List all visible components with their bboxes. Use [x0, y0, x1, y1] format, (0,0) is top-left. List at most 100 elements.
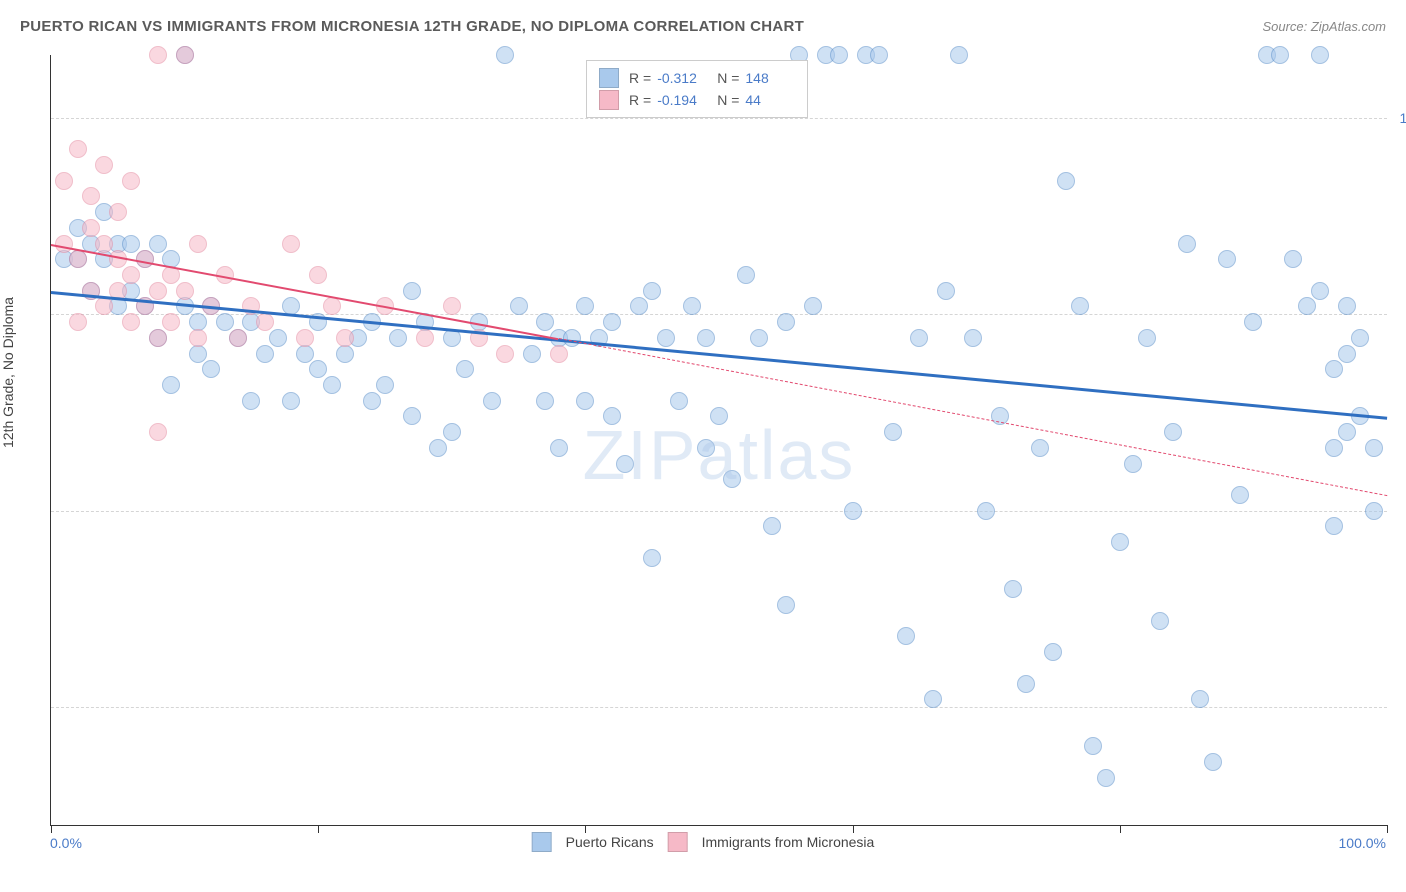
- data-point: [804, 297, 822, 315]
- data-point: [443, 423, 461, 441]
- data-point: [750, 329, 768, 347]
- n-label: N =: [717, 67, 739, 89]
- data-point: [830, 46, 848, 64]
- y-axis-label: 12th Grade, No Diploma: [0, 297, 16, 448]
- data-point: [1338, 345, 1356, 363]
- data-point: [1191, 690, 1209, 708]
- data-point: [844, 502, 862, 520]
- data-point: [710, 407, 728, 425]
- trend-line: [559, 338, 1388, 496]
- data-point: [1298, 297, 1316, 315]
- data-point: [884, 423, 902, 441]
- data-point: [1164, 423, 1182, 441]
- data-point: [683, 297, 701, 315]
- data-point: [1325, 360, 1343, 378]
- x-tick: [1387, 825, 1388, 833]
- data-point: [777, 596, 795, 614]
- data-point: [69, 313, 87, 331]
- data-point: [1311, 46, 1329, 64]
- data-point: [550, 345, 568, 363]
- data-point: [269, 329, 287, 347]
- data-point: [643, 282, 661, 300]
- data-point: [483, 392, 501, 410]
- r-label: R =: [629, 67, 651, 89]
- data-point: [242, 392, 260, 410]
- data-point: [82, 187, 100, 205]
- data-point: [1338, 423, 1356, 441]
- data-point: [630, 297, 648, 315]
- data-point: [256, 313, 274, 331]
- x-tick: [318, 825, 319, 833]
- n-value-2: 44: [745, 89, 795, 111]
- data-point: [1017, 675, 1035, 693]
- data-point: [603, 313, 621, 331]
- data-point: [403, 282, 421, 300]
- data-point: [1325, 439, 1343, 457]
- data-point: [109, 250, 127, 268]
- source-attribution: Source: ZipAtlas.com: [1262, 19, 1386, 34]
- x-axis-max-label: 100.0%: [1339, 835, 1386, 851]
- data-point: [1338, 297, 1356, 315]
- data-point: [122, 266, 140, 284]
- data-point: [924, 690, 942, 708]
- data-point: [229, 329, 247, 347]
- data-point: [1365, 439, 1383, 457]
- data-point: [323, 376, 341, 394]
- x-axis-min-label: 0.0%: [50, 835, 82, 851]
- data-point: [536, 313, 554, 331]
- data-point: [149, 282, 167, 300]
- data-point: [1031, 439, 1049, 457]
- data-point: [1178, 235, 1196, 253]
- series-legend: Puerto Ricans Immigrants from Micronesia: [532, 832, 875, 852]
- r-value-2: -0.194: [657, 89, 707, 111]
- data-point: [950, 46, 968, 64]
- data-point: [176, 46, 194, 64]
- data-point: [603, 407, 621, 425]
- data-point: [1057, 172, 1075, 190]
- scatter-chart: ZIPatlas 62.5%75.0%87.5%100.0%: [50, 55, 1387, 826]
- data-point: [336, 329, 354, 347]
- data-point: [55, 172, 73, 190]
- stats-legend: R = -0.312 N = 148 R = -0.194 N = 44: [586, 60, 808, 118]
- gridline: [51, 511, 1387, 512]
- data-point: [777, 313, 795, 331]
- data-point: [616, 455, 634, 473]
- data-point: [149, 235, 167, 253]
- legend-label-2: Immigrants from Micronesia: [702, 834, 875, 850]
- data-point: [870, 46, 888, 64]
- data-point: [309, 360, 327, 378]
- data-point: [977, 502, 995, 520]
- legend-label-1: Puerto Ricans: [566, 834, 654, 850]
- data-point: [1004, 580, 1022, 598]
- data-point: [282, 235, 300, 253]
- chart-title: PUERTO RICAN VS IMMIGRANTS FROM MICRONES…: [20, 18, 804, 35]
- data-point: [149, 329, 167, 347]
- data-point: [189, 345, 207, 363]
- data-point: [389, 329, 407, 347]
- data-point: [296, 345, 314, 363]
- data-point: [563, 329, 581, 347]
- data-point: [1311, 282, 1329, 300]
- data-point: [697, 329, 715, 347]
- data-point: [216, 313, 234, 331]
- data-point: [1138, 329, 1156, 347]
- data-point: [456, 360, 474, 378]
- data-point: [1284, 250, 1302, 268]
- data-point: [162, 313, 180, 331]
- data-point: [69, 250, 87, 268]
- data-point: [1271, 46, 1289, 64]
- data-point: [443, 297, 461, 315]
- data-point: [1351, 329, 1369, 347]
- data-point: [523, 345, 541, 363]
- data-point: [1044, 643, 1062, 661]
- n-label: N =: [717, 89, 739, 111]
- data-point: [1325, 517, 1343, 535]
- data-point: [1231, 486, 1249, 504]
- data-point: [1124, 455, 1142, 473]
- data-point: [1084, 737, 1102, 755]
- data-point: [1071, 297, 1089, 315]
- data-point: [763, 517, 781, 535]
- data-point: [1151, 612, 1169, 630]
- data-point: [376, 376, 394, 394]
- stats-row-2: R = -0.194 N = 44: [599, 89, 795, 111]
